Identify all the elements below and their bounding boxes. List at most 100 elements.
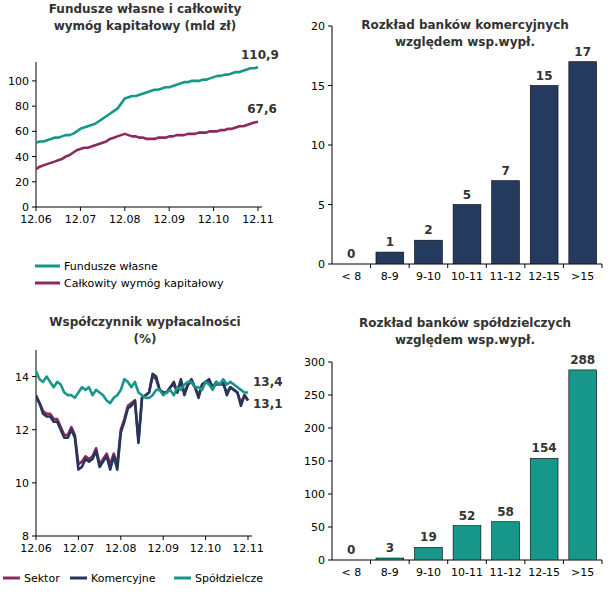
y-tick-label: 10	[15, 477, 29, 490]
data-label: 52	[459, 509, 476, 523]
chart-title: Współczynnik wypłacalności (%)	[49, 315, 240, 346]
x-tick	[602, 560, 603, 564]
legend-label: Fundusze własne	[64, 260, 158, 273]
bar-chart: Rozkład banków spółdzielczychwzględem ws…	[304, 316, 602, 579]
series-line	[36, 374, 248, 470]
y-tick	[32, 80, 36, 81]
y-tick	[328, 145, 332, 146]
x-tick-label: >15	[571, 566, 594, 579]
x-axis-line	[36, 536, 252, 537]
x-tick	[370, 264, 371, 268]
plot-area	[376, 370, 597, 560]
y-tick-label: 80	[15, 100, 29, 113]
x-tick-label: 10-11	[451, 270, 483, 283]
x-tick-label: 12.07	[65, 213, 97, 226]
data-label: 110,9	[241, 48, 279, 62]
x-tick	[447, 560, 448, 564]
y-tick-label: 300	[304, 356, 325, 369]
data-label: 2	[424, 223, 432, 237]
y-tick	[328, 428, 332, 429]
plot-area	[36, 67, 258, 169]
title-line: Fundusze własne i całkowity	[49, 2, 242, 16]
data-label: 0	[347, 247, 355, 261]
data-label: 15	[536, 69, 553, 83]
x-tick-label: 12.11	[242, 213, 274, 226]
x-tick	[602, 264, 603, 268]
legend-label: Spółdzielcze	[195, 572, 263, 585]
data-label: 3	[386, 541, 394, 555]
y-tick-label: 0	[318, 258, 325, 271]
legend-label: Całkowity wymóg kapitałowy	[64, 277, 224, 290]
legend-swatch	[3, 577, 20, 580]
plot-area	[36, 371, 248, 469]
line-chart: Współczynnik wypłacalności(%)810121412.0…	[3, 315, 283, 585]
y-tick	[32, 106, 36, 107]
chart-title: Rozkład banków komercyjnychwzględem wsp.…	[361, 18, 569, 49]
bar	[376, 558, 404, 560]
x-tick	[370, 560, 371, 564]
y-tick	[328, 26, 332, 27]
series-line	[36, 122, 258, 169]
title-line: (%)	[134, 332, 157, 346]
x-tick-label: 8-9	[381, 566, 399, 579]
x-tick	[80, 207, 81, 211]
x-tick-label: >15	[571, 270, 594, 283]
data-label: 58	[497, 505, 514, 519]
x-tick-label: 12.09	[147, 542, 179, 555]
legend-label: Komercyjne	[91, 572, 156, 585]
x-tick	[169, 207, 170, 211]
y-tick	[328, 264, 332, 265]
legend-swatch	[35, 282, 60, 285]
legend-swatch	[70, 577, 87, 580]
x-axis-line	[36, 207, 262, 208]
x-tick-label: 12.08	[105, 542, 137, 555]
x-tick	[120, 536, 121, 540]
data-label: 13,1	[253, 397, 283, 411]
y-tick-label: 20	[15, 176, 29, 189]
x-tick-label: 9-10	[416, 270, 441, 283]
y-tick-label: 12	[15, 424, 29, 437]
x-tick	[78, 536, 79, 540]
x-tick-label: 9-10	[416, 566, 441, 579]
line-chart: Fundusze własne i całkowity wymóg kapitał…	[8, 2, 279, 290]
chart-title: Rozkład banków spółdzielczychwzględem ws…	[359, 316, 571, 347]
y-tick	[32, 376, 36, 377]
bar	[492, 181, 520, 264]
y-tick-label: 0	[318, 554, 325, 567]
bar	[376, 252, 404, 264]
title-line: Współczynnik wypłacalności	[49, 315, 240, 329]
x-tick	[248, 536, 249, 540]
y-tick	[328, 85, 332, 86]
x-tick-label: 12.11	[232, 542, 264, 555]
title-line: wymóg kapitałowy (mld zł)	[54, 19, 237, 33]
title-line: Rozkład banków komercyjnych	[361, 18, 569, 32]
bar	[492, 522, 520, 560]
y-tick	[32, 131, 36, 132]
bar	[415, 547, 443, 560]
x-tick	[409, 264, 410, 268]
series-line	[36, 371, 248, 403]
y-tick	[328, 395, 332, 396]
data-label: 19	[420, 530, 437, 544]
bar	[569, 62, 597, 264]
x-tick-label: 12.06	[20, 213, 52, 226]
x-tick-label: < 8	[341, 270, 361, 283]
data-label: 67,6	[247, 102, 277, 116]
y-axis-line	[36, 62, 37, 207]
data-label: 1	[386, 235, 394, 249]
y-tick-label: 20	[311, 20, 325, 33]
x-tick	[213, 207, 214, 211]
y-tick-label: 100	[304, 488, 325, 501]
bar	[415, 240, 443, 264]
y-tick-label: 200	[304, 422, 325, 435]
x-tick-label: 8-9	[381, 270, 399, 283]
y-axis-line	[36, 350, 37, 536]
y-tick	[328, 560, 332, 561]
legend-swatch	[35, 265, 60, 268]
x-tick-label: < 8	[341, 566, 361, 579]
figure: Fundusze własne i całkowity wymóg kapitał…	[0, 0, 608, 598]
bar	[530, 458, 558, 560]
x-tick	[524, 560, 525, 564]
x-tick	[486, 264, 487, 268]
y-tick	[32, 207, 36, 208]
